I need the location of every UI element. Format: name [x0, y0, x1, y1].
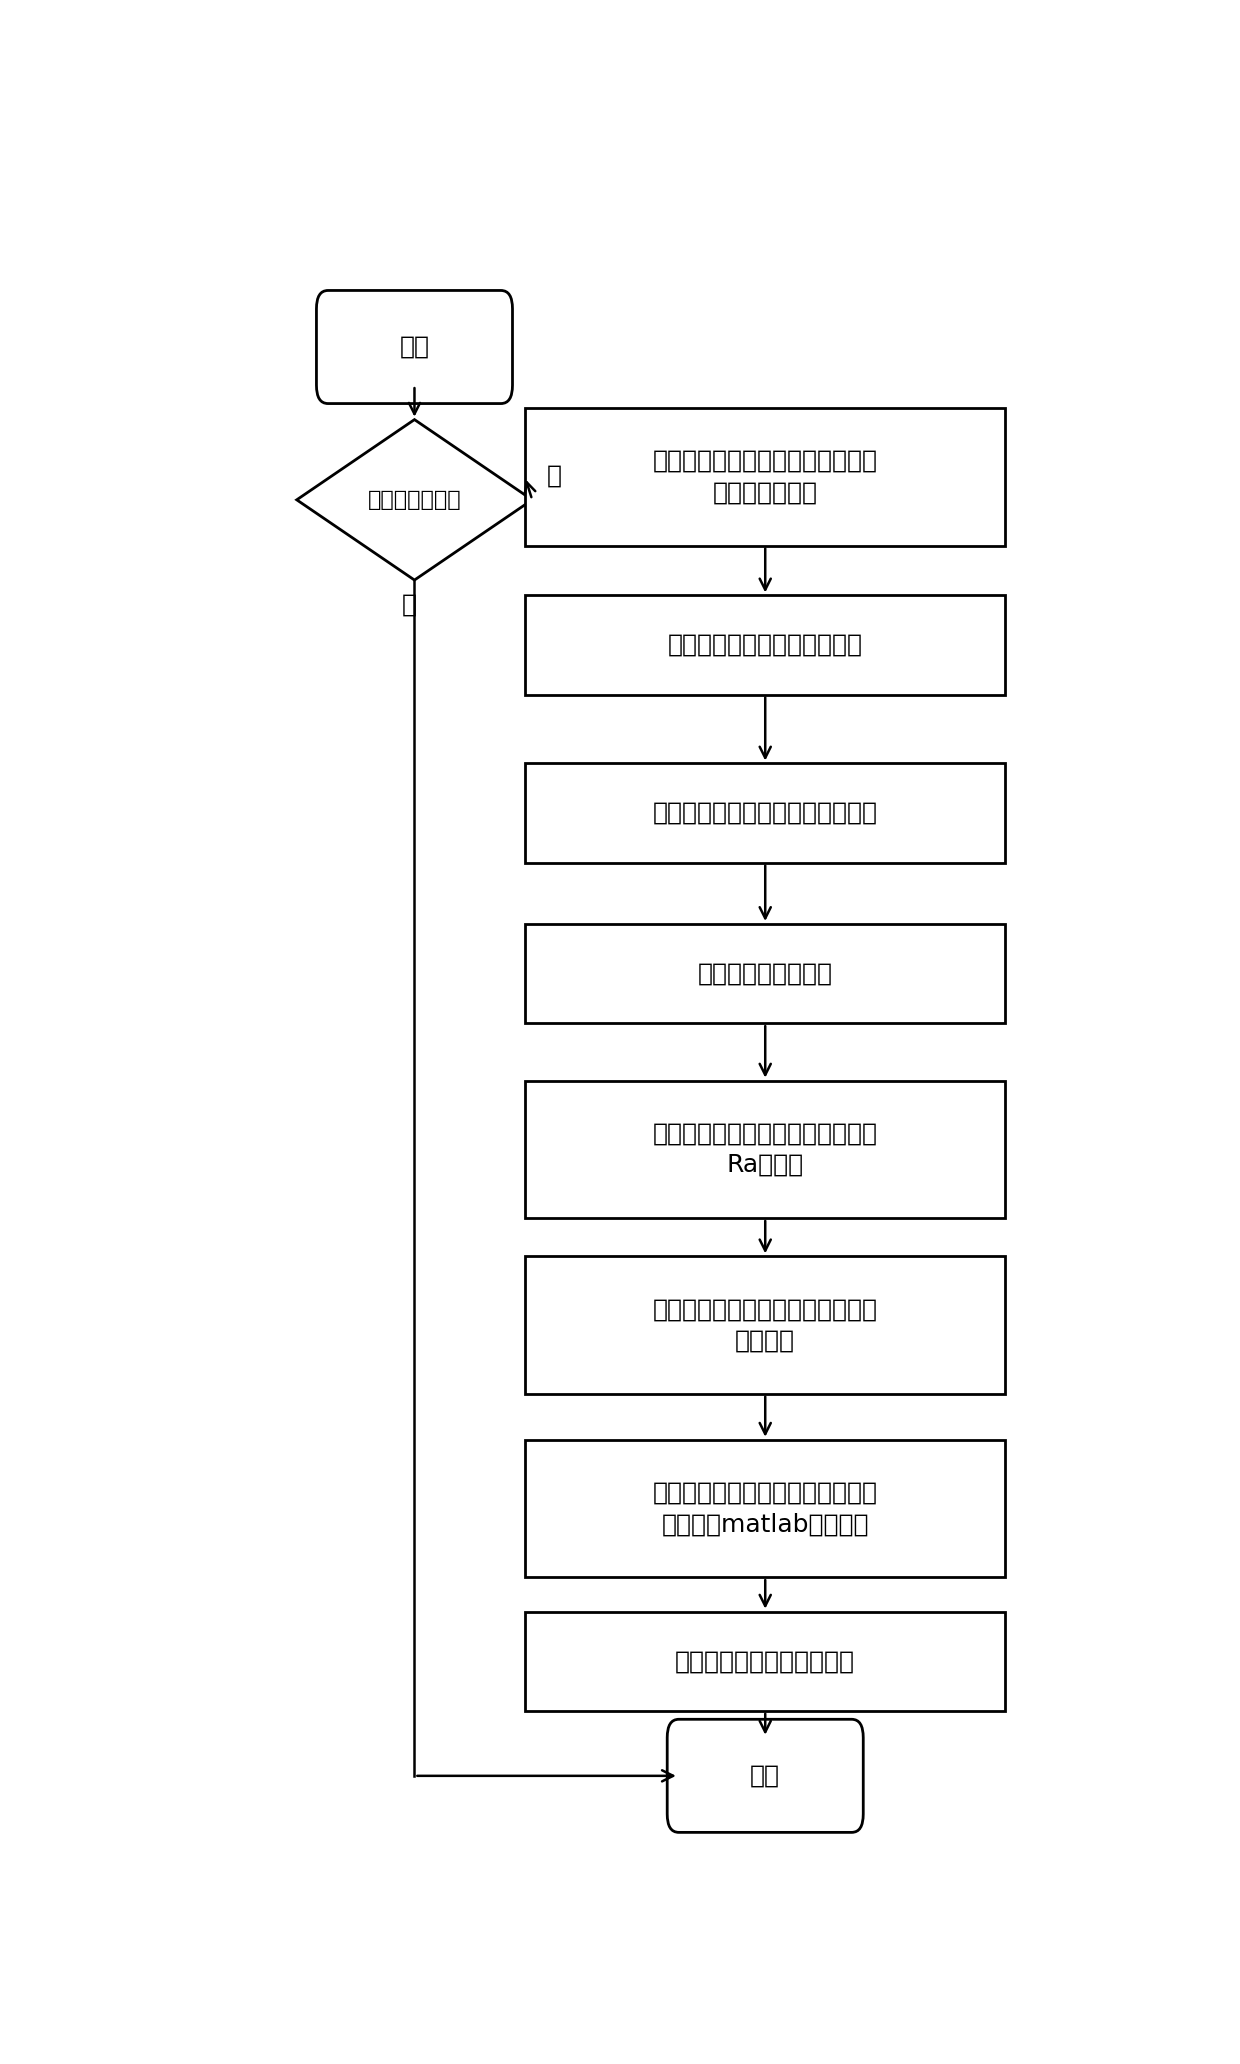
- Text: 表面粗糙度预测模型的建立: 表面粗糙度预测模型的建立: [676, 1649, 856, 1674]
- FancyBboxPatch shape: [667, 1719, 863, 1833]
- Bar: [525, 594, 1006, 696]
- Text: 将薄壁件安装在机床工作台上，并
进行找正与对刀: 将薄壁件安装在机床工作台上，并 进行找正与对刀: [652, 450, 878, 506]
- Text: 建立表面粗糙度与加速度一元回归
模型并用matlab求解系数: 建立表面粗糙度与加速度一元回归 模型并用matlab求解系数: [652, 1480, 878, 1536]
- Text: 否: 否: [402, 592, 417, 617]
- Text: 加工区域加速度计算: 加工区域加速度计算: [698, 962, 833, 985]
- Text: 根据取样长度，提取表面粗糙度与
加速度值: 根据取样长度，提取表面粗糙度与 加速度值: [652, 1298, 878, 1352]
- Text: 是: 是: [547, 464, 562, 487]
- Text: 是否为侧铣加工: 是否为侧铣加工: [367, 489, 461, 510]
- Bar: [525, 409, 1006, 545]
- FancyBboxPatch shape: [316, 291, 512, 405]
- Text: 薄壁件加工区域表面粗糙度测量与
Ra值计算: 薄壁件加工区域表面粗糙度测量与 Ra值计算: [652, 1121, 878, 1176]
- Polygon shape: [296, 419, 532, 580]
- Bar: [525, 764, 1006, 863]
- Bar: [525, 1257, 1006, 1393]
- Text: 开始: 开始: [399, 334, 429, 359]
- Bar: [525, 1082, 1006, 1218]
- Bar: [525, 925, 1006, 1024]
- Text: 薄壁件侧铣加工与加速度信号采集: 薄壁件侧铣加工与加速度信号采集: [652, 801, 878, 826]
- Text: 结束: 结束: [750, 1765, 780, 1787]
- Bar: [525, 1612, 1006, 1711]
- Bar: [525, 1441, 1006, 1577]
- Text: 传感器的安装与采集设备调试: 传感器的安装与采集设备调试: [667, 634, 863, 656]
